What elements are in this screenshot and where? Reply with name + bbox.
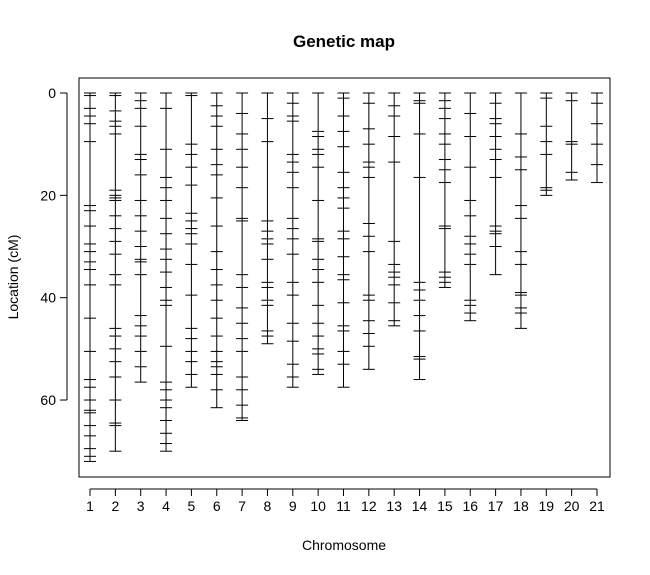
chromosome-3 [134, 92, 147, 383]
x-tick-label: 17 [488, 498, 504, 514]
x-axis-title: Chromosome [302, 537, 386, 553]
x-tick-label: 1 [86, 498, 94, 514]
chromosome-1 [84, 92, 96, 462]
y-axis-ticks: 0 20 40 60 [40, 85, 67, 408]
y-axis-title: Location (cM) [5, 235, 21, 320]
chromosome-21 [591, 92, 603, 184]
x-tick-label: 14 [412, 498, 428, 514]
x-tick-label: 15 [437, 498, 453, 514]
x-axis-ticks: 1 2 3 4 5 6 7 8 9 10 11 12 13 14 15 16 17 18 19 20 21 [86, 489, 605, 514]
chart-title: Genetic map [293, 32, 395, 51]
chromosome-12 [362, 92, 375, 370]
chromosome-16 [464, 92, 477, 322]
chromosome-7 [236, 92, 249, 421]
x-tick-label: 7 [238, 498, 246, 514]
chromosome-8 [261, 92, 274, 345]
chromosome-20 [565, 92, 578, 181]
chromosome-layer [84, 92, 603, 462]
y-tick-label: 20 [40, 187, 56, 203]
x-tick-label: 12 [361, 498, 377, 514]
y-tick-label: 60 [40, 392, 56, 408]
x-tick-label: 13 [386, 498, 402, 514]
plot-frame [78, 77, 611, 478]
x-tick-label: 19 [539, 498, 555, 514]
chromosome-10 [312, 92, 325, 375]
chromosome-15 [438, 92, 451, 288]
chromosome-9 [286, 92, 299, 388]
chromosome-5 [185, 92, 198, 388]
x-tick-label: 8 [264, 498, 272, 514]
chromosome-11 [337, 92, 350, 388]
y-tick-label: 40 [40, 290, 56, 306]
x-tick-label: 6 [213, 498, 221, 514]
x-tick-label: 11 [336, 498, 351, 514]
x-tick-label: 10 [310, 498, 326, 514]
chromosome-18 [514, 92, 527, 329]
x-tick-label: 3 [137, 498, 145, 514]
chromosome-6 [210, 92, 223, 409]
x-tick-label: 16 [462, 498, 478, 514]
x-tick-label: 21 [589, 498, 605, 514]
x-tick-label: 20 [564, 498, 580, 514]
chromosome-17 [489, 92, 502, 276]
x-tick-label: 18 [513, 498, 529, 514]
chromosome-19 [540, 92, 553, 196]
y-tick-label: 0 [48, 85, 56, 101]
x-tick-label: 4 [162, 498, 170, 514]
chromosome-13 [388, 92, 401, 327]
x-tick-label: 5 [188, 498, 196, 514]
chromosome-14 [413, 92, 426, 381]
chromosome-4 [160, 92, 173, 452]
x-tick-label: 9 [289, 498, 297, 514]
chromosome-2 [109, 92, 122, 452]
x-tick-label: 2 [111, 498, 119, 514]
